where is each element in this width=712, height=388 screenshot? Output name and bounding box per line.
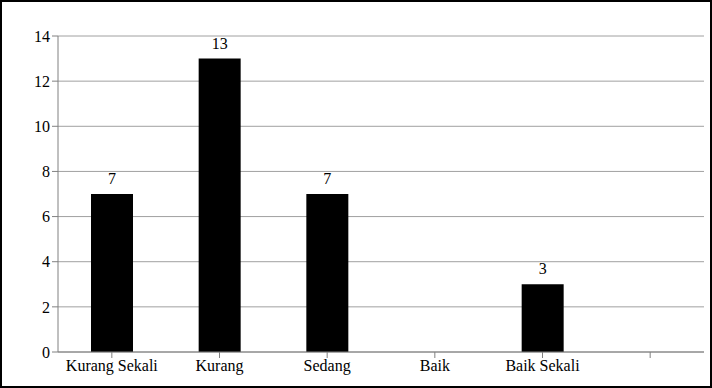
svg-text:13: 13 (212, 35, 228, 52)
svg-text:Baik: Baik (420, 357, 450, 374)
svg-text:8: 8 (42, 163, 50, 180)
svg-text:2: 2 (42, 299, 50, 316)
svg-text:Sedang: Sedang (304, 357, 351, 375)
svg-text:0: 0 (42, 344, 50, 361)
svg-text:Kurang: Kurang (196, 357, 244, 375)
svg-text:7: 7 (323, 170, 331, 187)
svg-text:Kurang Sekali: Kurang Sekali (66, 357, 159, 375)
svg-text:4: 4 (42, 253, 50, 270)
svg-text:3: 3 (539, 260, 547, 277)
svg-text:14: 14 (34, 28, 50, 45)
svg-text:10: 10 (34, 118, 50, 135)
svg-text:6: 6 (42, 208, 50, 225)
svg-text:12: 12 (34, 73, 50, 90)
svg-text:Baik Sekali: Baik Sekali (505, 357, 580, 374)
svg-text:7: 7 (108, 170, 116, 187)
